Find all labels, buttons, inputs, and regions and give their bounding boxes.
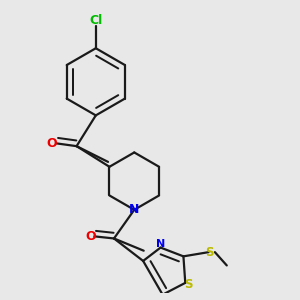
Text: O: O (47, 137, 57, 150)
Text: Cl: Cl (89, 14, 102, 28)
Text: N: N (129, 203, 140, 216)
Text: S: S (206, 246, 214, 259)
Text: N: N (156, 239, 165, 249)
Text: S: S (184, 278, 192, 291)
Text: O: O (85, 230, 95, 243)
